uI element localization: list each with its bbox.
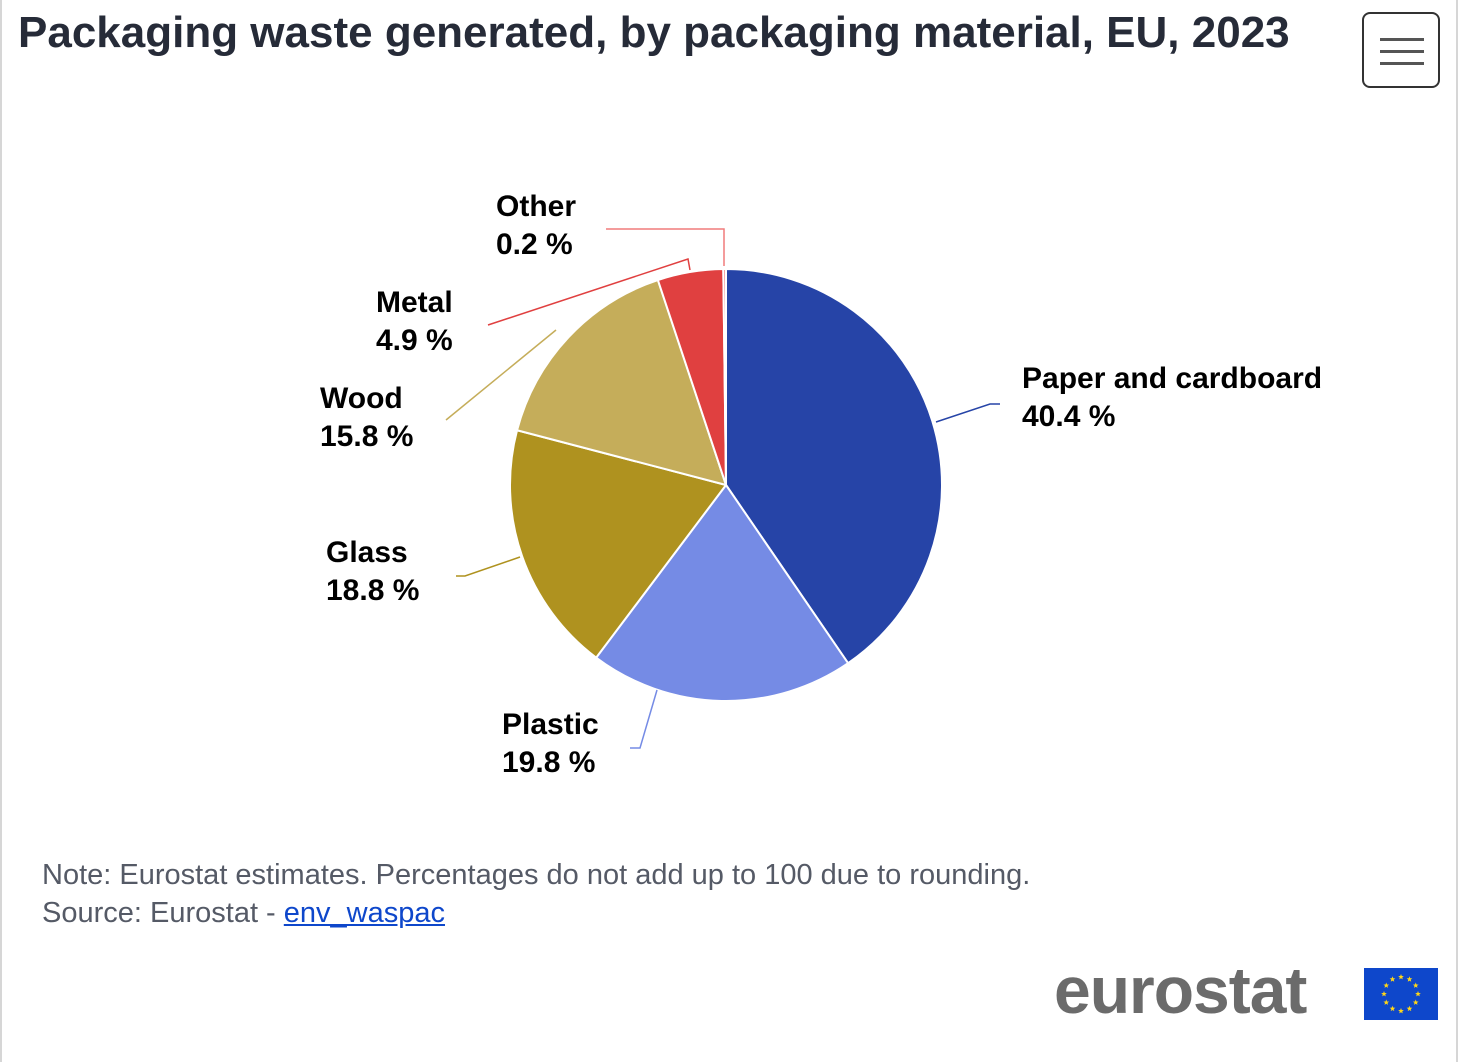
slice-label: Metal 4.9 % xyxy=(376,286,453,357)
note-text: Note: Eurostat estimates. Percentages do… xyxy=(42,859,1031,891)
slice-label: Other 0.2 % xyxy=(496,190,576,261)
slice-label: Glass 18.8 % xyxy=(326,536,419,607)
slice-label: Wood 15.8 % xyxy=(320,382,413,453)
flag-star xyxy=(1406,976,1413,982)
hamburger-menu-icon xyxy=(1380,62,1424,65)
pie-slice-wood[interactable] xyxy=(516,279,727,486)
slice-label-value: 15.8 % xyxy=(320,420,413,453)
slice-label-name: Paper and cardboard xyxy=(1022,362,1322,395)
slice-label-value: 40.4 % xyxy=(1022,400,1115,433)
connector-line xyxy=(487,258,691,326)
source-link[interactable]: env_waspac xyxy=(283,897,445,929)
pie-slice-glass[interactable] xyxy=(509,429,727,659)
slice-label-name: Wood xyxy=(320,382,403,415)
slice-label-name: Glass xyxy=(326,536,408,569)
slice-label-name: Plastic xyxy=(502,708,599,741)
flag-star xyxy=(1383,999,1390,1005)
slice-label: Paper and cardboard 40.4 % xyxy=(1022,362,1322,433)
flag-star xyxy=(1383,982,1390,988)
connector-line xyxy=(935,403,1000,423)
slice-label-value: 18.8 % xyxy=(326,574,419,607)
flag-star xyxy=(1381,991,1387,997)
chart-note: Note: Eurostat estimates. Percentages do… xyxy=(42,856,1030,932)
flag-star xyxy=(1389,976,1396,982)
chart-title: Packaging waste generated, by packaging … xyxy=(18,8,1290,57)
pie-slice-plastic[interactable] xyxy=(595,484,850,702)
chart-menu-button[interactable] xyxy=(1362,12,1440,88)
connector-line xyxy=(445,329,557,421)
connector-line xyxy=(606,228,725,266)
slice-label-name: Other xyxy=(496,190,576,223)
slice-label-name: Metal xyxy=(376,286,453,319)
pie-slice-other[interactable] xyxy=(722,267,727,486)
slice-label: Plastic 19.8 % xyxy=(502,708,599,779)
eurostat-logo: eurostat xyxy=(1054,953,1307,1027)
source-line: Source: Eurostat - env_waspac xyxy=(42,894,1030,932)
flag-star xyxy=(1398,1008,1404,1014)
connector-line xyxy=(456,556,521,577)
hamburger-menu-icon xyxy=(1380,38,1424,41)
flag-star xyxy=(1412,982,1419,988)
flag-star xyxy=(1415,991,1421,997)
flag-star xyxy=(1398,974,1404,980)
slice-label-value: 0.2 % xyxy=(496,228,573,261)
pie-chart: Paper and cardboard 40.4 % Plastic 19.8 % Gl… xyxy=(320,190,1322,779)
flag-star xyxy=(1406,1005,1413,1012)
hamburger-menu-icon xyxy=(1380,50,1424,53)
slice-label-value: 4.9 % xyxy=(376,324,453,357)
flag-star xyxy=(1412,999,1419,1005)
pie-slice-paper-and-cardboard[interactable] xyxy=(725,268,943,665)
flag-star xyxy=(1389,1005,1396,1012)
eu-flag-icon xyxy=(1364,968,1438,1020)
slice-label-value: 19.8 % xyxy=(502,746,595,779)
connector-line xyxy=(630,689,658,749)
source-prefix: Source: Eurostat - xyxy=(42,897,284,929)
